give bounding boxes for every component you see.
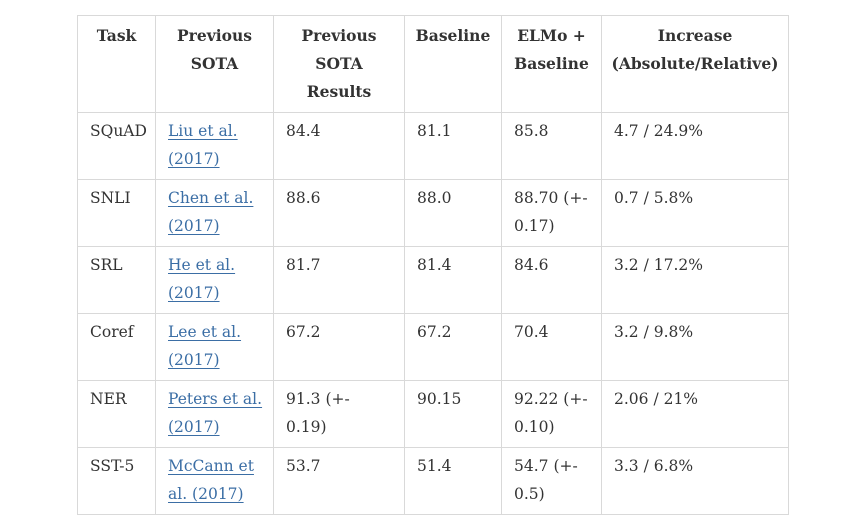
cell-previous-results: 67.2 xyxy=(273,313,405,381)
cell-previous-sota: McCann et al. (2017) xyxy=(155,447,274,515)
citation-link[interactable]: Chen et al. (2017) xyxy=(168,189,254,235)
table-row: SRL He et al. (2017) 81.7 81.4 84.6 3.2 … xyxy=(77,246,789,314)
table-body: SQuAD Liu et al. (2017) 84.4 81.1 85.8 4… xyxy=(77,112,789,515)
citation-link[interactable]: Lee et al. (2017) xyxy=(168,323,242,369)
cell-elmo-baseline: 54.7 (+- 0.5) xyxy=(501,447,602,515)
header-elmo-baseline: ELMo + Baseline xyxy=(501,15,602,113)
cell-baseline: 81.4 xyxy=(404,246,502,314)
cell-baseline: 88.0 xyxy=(404,179,502,247)
header-task: Task xyxy=(77,15,156,113)
cell-previous-results: 81.7 xyxy=(273,246,405,314)
cell-task: SRL xyxy=(77,246,156,314)
header-increase: Increase (Absolute/Relative) xyxy=(601,15,789,113)
cell-previous-sota: Lee et al. (2017) xyxy=(155,313,274,381)
cell-task: NER xyxy=(77,380,156,448)
cell-previous-sota: He et al. (2017) xyxy=(155,246,274,314)
header-row: Task Previous SOTA Previous SOTA Results… xyxy=(77,15,789,113)
citation-link[interactable]: Peters et al. (2017) xyxy=(168,390,263,436)
table-row: SQuAD Liu et al. (2017) 84.4 81.1 85.8 4… xyxy=(77,112,789,180)
cell-increase: 3.2 / 17.2% xyxy=(601,246,789,314)
cell-elmo-baseline: 88.70 (+- 0.17) xyxy=(501,179,602,247)
cell-task: Coref xyxy=(77,313,156,381)
header-previous-sota-results: Previous SOTA Results xyxy=(273,15,405,113)
cell-task: SNLI xyxy=(77,179,156,247)
cell-previous-sota: Liu et al. (2017) xyxy=(155,112,274,180)
cell-baseline: 90.15 xyxy=(404,380,502,448)
cell-increase: 4.7 / 24.9% xyxy=(601,112,789,180)
cell-increase: 2.06 / 21% xyxy=(601,380,789,448)
cell-previous-results: 91.3 (+- 0.19) xyxy=(273,380,405,448)
cell-elmo-baseline: 92.22 (+- 0.10) xyxy=(501,380,602,448)
table-row: Coref Lee et al. (2017) 67.2 67.2 70.4 3… xyxy=(77,313,789,381)
cell-baseline: 67.2 xyxy=(404,313,502,381)
cell-previous-sota: Peters et al. (2017) xyxy=(155,380,274,448)
cell-elmo-baseline: 70.4 xyxy=(501,313,602,381)
header-baseline: Baseline xyxy=(404,15,502,113)
cell-baseline: 51.4 xyxy=(404,447,502,515)
table-row: NER Peters et al. (2017) 91.3 (+- 0.19) … xyxy=(77,380,789,448)
results-table: Task Previous SOTA Previous SOTA Results… xyxy=(77,15,789,515)
citation-link[interactable]: Liu et al. (2017) xyxy=(168,122,238,168)
cell-previous-results: 84.4 xyxy=(273,112,405,180)
cell-previous-results: 88.6 xyxy=(273,179,405,247)
cell-elmo-baseline: 85.8 xyxy=(501,112,602,180)
cell-increase: 3.2 / 9.8% xyxy=(601,313,789,381)
table-row: SNLI Chen et al. (2017) 88.6 88.0 88.70 … xyxy=(77,179,789,247)
cell-previous-results: 53.7 xyxy=(273,447,405,515)
citation-link[interactable]: He et al. (2017) xyxy=(168,256,236,302)
cell-elmo-baseline: 84.6 xyxy=(501,246,602,314)
cell-increase: 3.3 / 6.8% xyxy=(601,447,789,515)
cell-task: SST-5 xyxy=(77,447,156,515)
header-previous-sota: Previous SOTA xyxy=(155,15,274,113)
table-header: Task Previous SOTA Previous SOTA Results… xyxy=(77,15,789,113)
cell-baseline: 81.1 xyxy=(404,112,502,180)
citation-link[interactable]: McCann et al. (2017) xyxy=(168,457,254,503)
cell-task: SQuAD xyxy=(77,112,156,180)
table-row: SST-5 McCann et al. (2017) 53.7 51.4 54.… xyxy=(77,447,789,515)
cell-increase: 0.7 / 5.8% xyxy=(601,179,789,247)
cell-previous-sota: Chen et al. (2017) xyxy=(155,179,274,247)
